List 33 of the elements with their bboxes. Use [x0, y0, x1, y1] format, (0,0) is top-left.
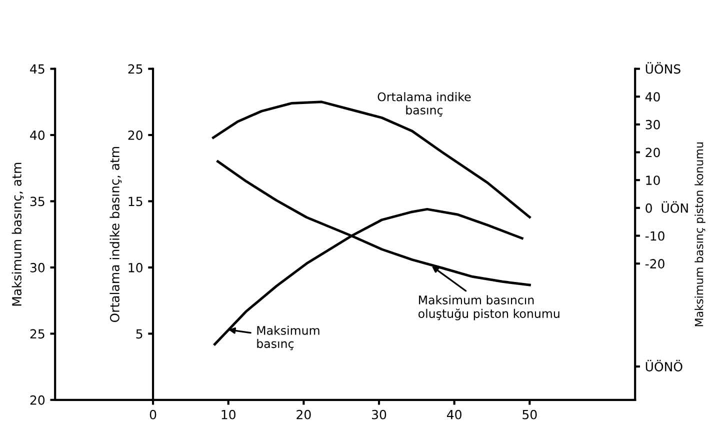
- x-tick-label: 50: [522, 410, 537, 420]
- annotation: Maksimum basıncın oluştuğu piston konumu: [418, 295, 560, 320]
- y3-axis-title: Maksimum basınç piston konumu: [694, 142, 706, 326]
- y2-tick-label: 5: [136, 329, 142, 339]
- y2-axis-title: Ortalama indike basınç, atm: [110, 147, 122, 322]
- y3-tick-label: -20: [645, 259, 664, 268]
- x-tick-label: 30: [372, 410, 386, 420]
- y3-tick-label: 40: [645, 92, 660, 102]
- y-tick-label: 40: [30, 130, 45, 140]
- annotation: Maksimum basınç: [257, 326, 320, 350]
- y2-tick-label: 15: [128, 196, 142, 206]
- x-tick-label: 40: [446, 410, 462, 420]
- y2-tick-label: 10: [128, 262, 142, 272]
- x-tick-label: 0: [150, 410, 156, 420]
- y3-tick-label: 0 ÜÖN: [646, 201, 688, 213]
- y-tick-label: 30: [30, 262, 45, 272]
- y-tick-label: 45: [30, 64, 44, 74]
- y-tick-label: 25: [30, 329, 44, 339]
- y3-tick-label: 10: [646, 176, 660, 186]
- y-tick-label: 20: [30, 395, 45, 405]
- y2-tick-label: 25: [128, 64, 142, 74]
- y3-tick-label: 20: [646, 148, 660, 158]
- line-series: [212, 100, 531, 218]
- x-tick-label: 20: [296, 410, 311, 420]
- annotation: Ortalama indike basınç: [378, 92, 471, 117]
- y-axis-title: Maksimum basınç, atm: [12, 162, 24, 306]
- y3-tick-label: 30: [646, 120, 660, 130]
- y2-tick-label: 20: [128, 130, 142, 140]
- x-tick-label: 10: [222, 410, 236, 420]
- y-tick-label: 35: [30, 196, 44, 206]
- y3-tick-label: ÜÖNÖ: [646, 360, 682, 372]
- y3-tick-label: ÜÖNS: [646, 62, 680, 74]
- y3-tick-label: -10: [645, 231, 664, 241]
